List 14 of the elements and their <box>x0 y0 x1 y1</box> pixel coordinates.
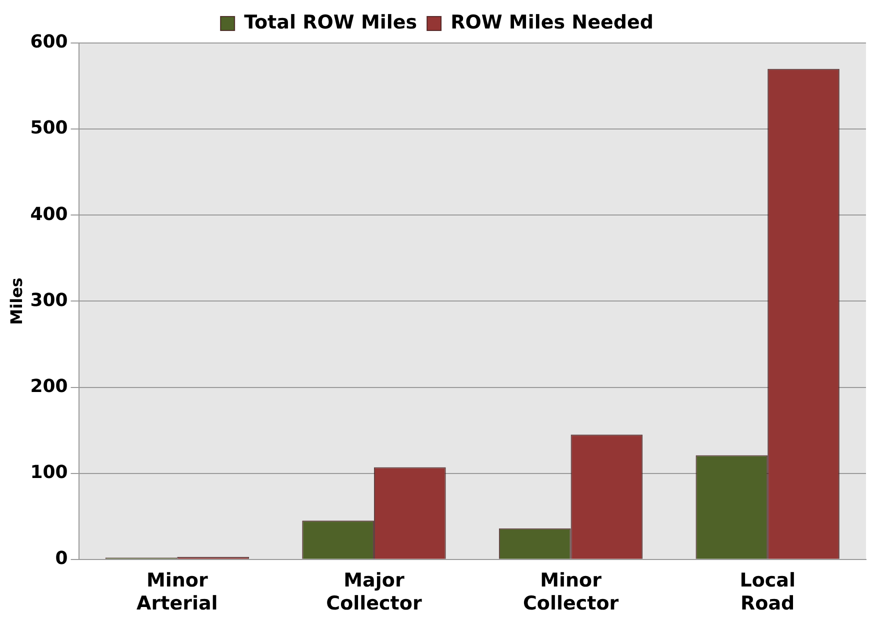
y-tick-label: 200 <box>30 376 68 397</box>
y-tick-label: 500 <box>30 118 68 139</box>
x-tick-label: Minor Arterial <box>136 570 218 615</box>
legend-label: ROW Miles Needed <box>450 11 654 34</box>
x-tick-label: Major Collector <box>326 570 422 615</box>
legend-label: Total ROW Miles <box>244 11 418 34</box>
x-tick-label: Minor Collector <box>522 570 620 615</box>
y-tick-label: 400 <box>30 204 68 225</box>
y-tick-label: 300 <box>30 290 68 311</box>
x-tick-label: Local Road <box>740 570 796 615</box>
y-axis-title: Miles <box>6 278 26 325</box>
y-tick-label: 0 <box>55 548 68 570</box>
y-tick-label: 100 <box>30 462 68 484</box>
y-tick-label: 600 <box>30 32 68 53</box>
